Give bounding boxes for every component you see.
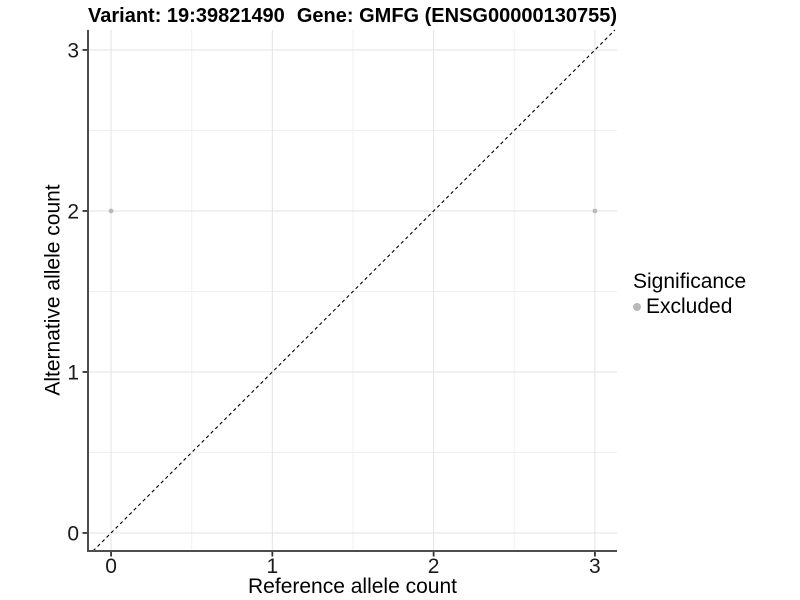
legend-point-marker-icon (633, 303, 641, 311)
x-tick-label: 1 (266, 555, 278, 578)
y-tick-label: 3 (67, 39, 79, 62)
x-axis-label: Reference allele count (248, 575, 457, 598)
plot-title-variant: Variant: 19:39821490 (88, 5, 285, 27)
x-tick-label: 2 (428, 555, 440, 578)
legend-item-label: Excluded (646, 295, 733, 318)
plot-title-gene: Gene: GMFG (ENSG00000130755) (296, 5, 617, 27)
y-tick-label: 2 (67, 200, 79, 223)
legend: Significance Excluded (633, 270, 746, 319)
y-axis-label: Alternative allele count (41, 184, 65, 396)
data-point (592, 208, 598, 214)
x-tick-label: 3 (589, 555, 601, 578)
legend-item-excluded: Excluded (633, 295, 746, 319)
data-point (108, 208, 114, 214)
legend-title: Significance (633, 270, 747, 293)
x-tick-label: 0 (105, 555, 117, 578)
y-tick-label: 1 (67, 361, 79, 384)
y-tick-label: 0 (67, 522, 79, 545)
identity-dashed-line (92, 29, 616, 552)
